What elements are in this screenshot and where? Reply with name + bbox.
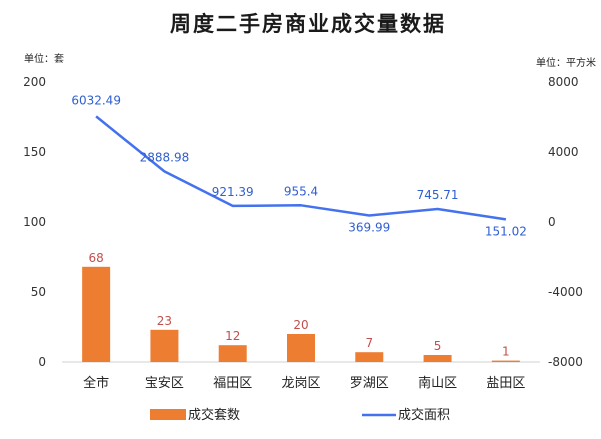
left-tick-label: 50 <box>31 285 46 299</box>
right-tick-label: 8000 <box>548 75 579 89</box>
category-label: 罗湖区 <box>350 376 389 391</box>
category-label: 盐田区 <box>486 376 525 391</box>
line-path <box>95 115 507 221</box>
bar-value-label: 12 <box>225 329 240 343</box>
bar <box>355 352 384 362</box>
category-label: 龙岗区 <box>281 376 320 391</box>
right-tick-label: -8000 <box>548 355 583 369</box>
line-value-label: 955.4 <box>284 184 318 198</box>
data-labels: 68 23 12 20 7 5 1 6032.49 2888.98 921.39 955.4 369.… <box>71 93 527 358</box>
bars <box>82 266 520 362</box>
bar <box>150 329 179 362</box>
chart-title: 周度二手房商业成交量数据 <box>170 11 446 36</box>
legend: 成交套数 成交面积 <box>150 407 450 423</box>
line-value-label: 2888.98 <box>140 150 190 164</box>
bar-value-label: 20 <box>293 318 308 332</box>
bar-value-label: 5 <box>434 339 442 353</box>
legend-swatch-bar <box>150 409 186 420</box>
right-tick-label: 4000 <box>548 145 579 159</box>
line-value-label: 151.02 <box>485 224 527 238</box>
left-tick-label: 0 <box>38 355 46 369</box>
left-tick-label: 100 <box>23 215 46 229</box>
left-tick-label: 200 <box>23 75 46 89</box>
bar <box>491 360 520 362</box>
category-label: 宝安区 <box>145 376 184 391</box>
left-tick-label: 150 <box>23 145 46 159</box>
right-axis-unit: 单位：平方米 <box>536 56 596 69</box>
bar <box>423 355 452 362</box>
line-value-label: 921.39 <box>212 185 254 199</box>
bar-value-label: 1 <box>502 345 510 359</box>
legend-label-line: 成交面积 <box>398 407 450 423</box>
bar-value-label: 68 <box>89 251 104 265</box>
right-tick-label: -4000 <box>548 285 583 299</box>
category-label: 全市 <box>83 375 109 391</box>
legend-label-bar: 成交套数 <box>188 407 240 423</box>
right-tick-label: 0 <box>548 215 556 229</box>
line-value-label: 745.71 <box>417 188 459 202</box>
line-value-label: 369.99 <box>348 221 390 235</box>
bar-value-label: 23 <box>157 314 172 328</box>
line-series <box>95 115 507 221</box>
bar <box>218 345 247 362</box>
axes: 0 50 100 150 200 -8000 -4000 0 4000 8000 全市 宝安区 福田区 龙… <box>23 75 583 391</box>
category-label: 南山区 <box>418 375 457 391</box>
category-label: 福田区 <box>213 376 252 391</box>
line-value-label: 6032.49 <box>71 93 121 107</box>
bar <box>287 334 315 362</box>
bar <box>82 266 111 362</box>
bar-value-label: 7 <box>365 336 373 350</box>
left-axis-unit: 单位：套 <box>24 52 64 65</box>
